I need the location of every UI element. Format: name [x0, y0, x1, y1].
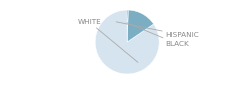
- Text: BLACK: BLACK: [127, 23, 189, 47]
- Text: HISPANIC: HISPANIC: [116, 22, 199, 38]
- Wedge shape: [127, 10, 154, 42]
- Text: WHITE: WHITE: [78, 19, 138, 62]
- Wedge shape: [95, 10, 159, 74]
- Wedge shape: [127, 10, 128, 42]
